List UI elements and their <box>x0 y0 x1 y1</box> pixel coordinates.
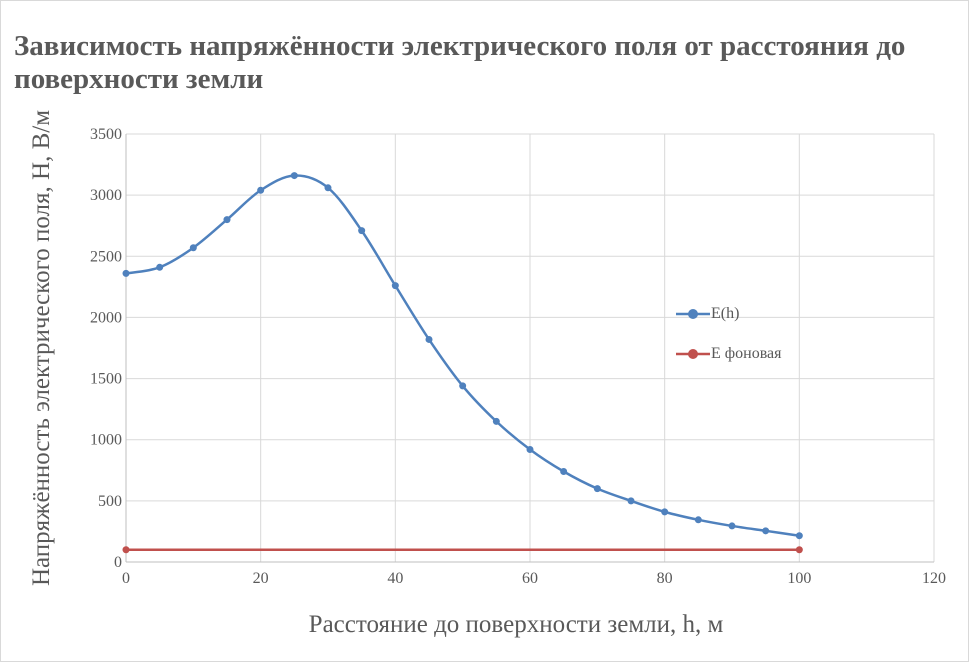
chart-title: Зависимость напряжённости электрического… <box>14 30 906 95</box>
data-point-series-2 <box>795 546 803 554</box>
y-axis-title: Напряжённость электрического поля, H, В/… <box>28 110 55 586</box>
data-point-series-1 <box>425 335 433 343</box>
data-point-series-2 <box>122 546 130 554</box>
y-tick-labels: 0 500 1000 1500 2000 2500 3000 3500 <box>90 126 122 571</box>
y-tick-label: 500 <box>98 493 122 510</box>
x-tick-label: 60 <box>522 570 538 587</box>
x-tick-labels: 0 20 40 60 80 100 120 <box>122 570 946 587</box>
data-point-series-1 <box>257 186 265 194</box>
x-tick-label: 120 <box>922 570 946 587</box>
data-point-series-1 <box>122 269 130 277</box>
data-point-series-1 <box>391 282 399 290</box>
data-point-series-1 <box>593 485 601 493</box>
y-tick-label: 2500 <box>90 248 122 265</box>
legend-label-series-1: E(h) <box>711 305 740 322</box>
data-point-series-1 <box>728 522 736 530</box>
y-tick-label: 3500 <box>90 126 122 143</box>
data-point-series-1 <box>223 216 231 224</box>
data-point-series-1 <box>560 468 568 476</box>
y-tick-label: 1500 <box>90 371 122 388</box>
data-point-series-1 <box>795 532 803 540</box>
data-point-series-1 <box>492 417 500 425</box>
legend-swatch-series-2 <box>676 349 710 359</box>
x-tick-label: 80 <box>657 570 673 587</box>
data-point-series-1 <box>459 382 467 390</box>
data-point-series-1 <box>290 172 298 180</box>
y-tick-label: 3000 <box>90 187 122 204</box>
axes <box>125 134 934 563</box>
legend-item-series-1: E(h) <box>676 302 816 342</box>
y-tick-label: 2000 <box>90 309 122 326</box>
data-point-series-1 <box>661 508 669 516</box>
data-point-series-1 <box>627 497 635 505</box>
series-group <box>122 172 803 554</box>
legend-label-series-2: E фоновая <box>711 345 782 362</box>
data-point-series-1 <box>324 184 332 192</box>
y-tick-label: 1000 <box>90 432 122 449</box>
legend: E(h) E фоновая <box>676 302 816 382</box>
data-point-series-1 <box>694 516 702 524</box>
x-tick-label: 20 <box>253 570 269 587</box>
y-tick-label: 0 <box>114 554 122 571</box>
data-point-series-1 <box>189 244 197 252</box>
grid-lines <box>126 133 935 562</box>
x-axis-title: Расстояние до поверхности земли, h, м <box>309 611 724 638</box>
data-point-series-1 <box>762 527 770 535</box>
data-point-series-1 <box>358 227 366 235</box>
x-tick-label: 40 <box>387 570 403 587</box>
data-point-series-1 <box>156 263 164 271</box>
x-tick-label: 0 <box>122 570 130 587</box>
legend-item-series-2: E фоновая <box>676 342 816 382</box>
data-point-series-1 <box>526 445 534 453</box>
x-tick-label: 100 <box>787 570 811 587</box>
legend-swatch-series-1 <box>676 309 710 319</box>
